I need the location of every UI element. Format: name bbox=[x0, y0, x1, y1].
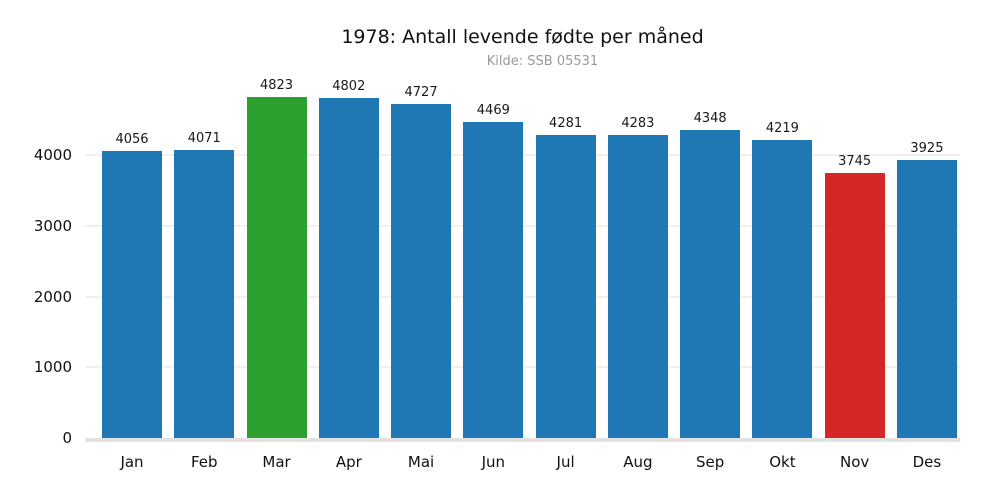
chart-title: 1978: Antall levende fødte per måned bbox=[341, 26, 704, 48]
x-tick-label-Mai: Mai bbox=[407, 453, 435, 471]
x-tick-label-Jan: Jan bbox=[120, 453, 144, 471]
bar bbox=[463, 122, 524, 438]
bar bbox=[102, 151, 162, 438]
y-tick-label-0: 0 bbox=[62, 429, 72, 447]
bar bbox=[246, 97, 307, 438]
bar-column-Mai: 4727 bbox=[391, 85, 452, 438]
bar bbox=[680, 130, 741, 438]
bar bbox=[391, 104, 452, 438]
chart-subtitle: Kilde: SSB 05531 bbox=[486, 54, 599, 69]
bar-column-Feb: 4071 bbox=[174, 131, 235, 438]
bar bbox=[318, 98, 379, 438]
x-tick-label-Jun: Jun bbox=[481, 453, 506, 471]
bar-column-Sep: 4348 bbox=[680, 111, 741, 438]
x-tick-label-Nov: Nov bbox=[840, 453, 870, 471]
x-tick-label-Sep: Sep bbox=[695, 453, 725, 471]
bar-value-label: 4469 bbox=[476, 103, 510, 118]
bars-area: 4056 4071 4823 4802 4727 4469 4281 4283 4348 4219… bbox=[102, 78, 957, 438]
bar-column-Jul: 4281 bbox=[535, 116, 596, 438]
bar bbox=[824, 173, 885, 438]
bar-value-label: 4823 bbox=[259, 78, 294, 93]
bar-column-Mar: 4823 bbox=[246, 78, 307, 438]
bar-column-Jan: 4056 bbox=[102, 132, 162, 438]
bar bbox=[535, 135, 596, 438]
bar-value-label: 4283 bbox=[621, 116, 655, 131]
x-tick-label-Jul: Jul bbox=[556, 453, 575, 471]
bar-value-label: 3745 bbox=[838, 154, 872, 169]
bar bbox=[174, 150, 235, 438]
bar-value-label: 4727 bbox=[404, 85, 438, 100]
x-tick-label-Apr: Apr bbox=[335, 453, 362, 471]
bar-value-label: 3925 bbox=[910, 141, 944, 156]
y-tick-label-3000: 3000 bbox=[33, 216, 72, 235]
bar-value-label: 4281 bbox=[549, 116, 583, 131]
bar-column-Nov: 3745 bbox=[824, 154, 885, 438]
y-tick-label-4000: 4000 bbox=[33, 146, 72, 164]
bar-value-label: 4348 bbox=[693, 111, 727, 126]
y-tick-label-2000: 2000 bbox=[33, 287, 72, 306]
bar bbox=[896, 160, 957, 438]
x-tick-label-Aug: Aug bbox=[623, 453, 653, 471]
bar-value-label: 4219 bbox=[765, 121, 799, 136]
bar-value-label: 4802 bbox=[332, 79, 366, 94]
x-axis-line bbox=[85, 438, 960, 442]
bar-column-Des: 3925 bbox=[896, 141, 957, 438]
x-tick-label-Des: Des bbox=[912, 453, 942, 471]
x-tick-label-Mar: Mar bbox=[262, 453, 291, 471]
x-axis-labels: Jan Feb Mar Apr Mai Jun Jul Aug Sep Okt Nov Des bbox=[102, 453, 957, 471]
bar bbox=[607, 135, 668, 438]
bar bbox=[752, 140, 813, 438]
bar-value-label: 4071 bbox=[187, 131, 221, 146]
x-tick-label-Feb: Feb bbox=[190, 453, 218, 471]
bar-value-label: 4056 bbox=[115, 132, 149, 147]
x-tick-label-Okt: Okt bbox=[769, 453, 796, 471]
y-tick-label-1000: 1000 bbox=[33, 358, 72, 377]
bar-column-Aug: 4283 bbox=[607, 116, 668, 438]
bar-column-Okt: 4219 bbox=[752, 121, 813, 438]
bar-column-Apr: 4802 bbox=[318, 79, 379, 438]
bar-column-Jun: 4469 bbox=[463, 103, 524, 438]
